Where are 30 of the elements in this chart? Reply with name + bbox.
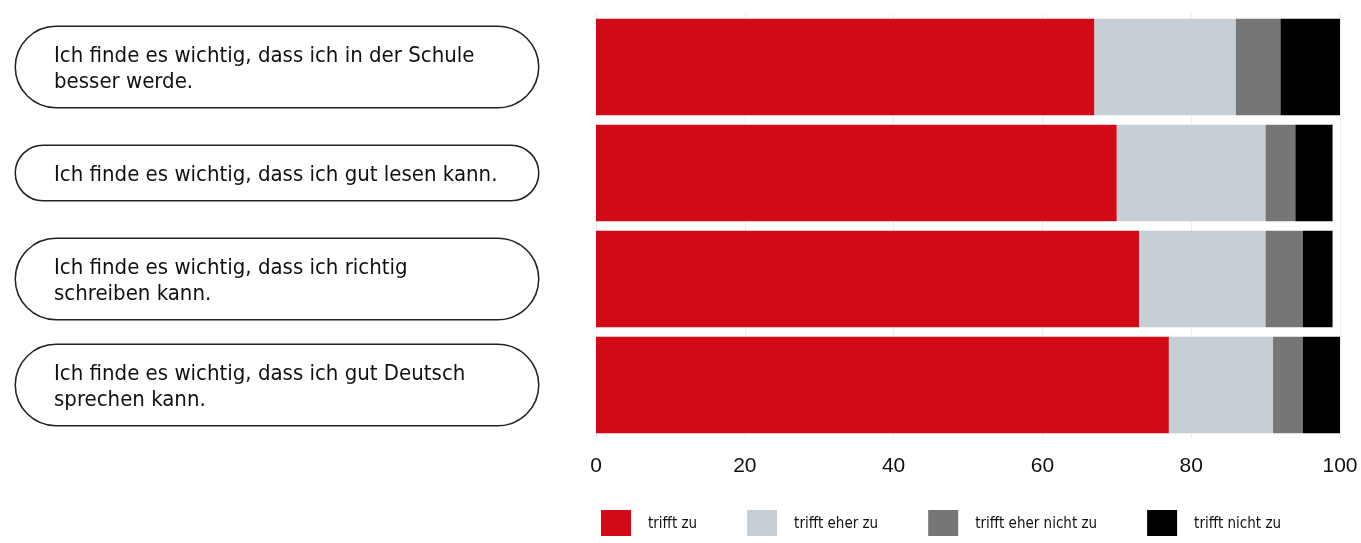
bar — [1094, 18, 1236, 116]
y-tick-label: Ich finde es wichtig, dass ich gut lesen kann. — [54, 160, 498, 186]
bar — [596, 18, 1095, 116]
x-tick-label: 60 — [1030, 453, 1055, 476]
bar — [1139, 230, 1266, 328]
bar — [1302, 230, 1333, 328]
bar — [596, 230, 1140, 328]
bar — [1273, 336, 1303, 434]
bar — [596, 336, 1169, 434]
bar — [1235, 18, 1281, 116]
x-tick-label: 40 — [881, 453, 906, 476]
bar — [1116, 124, 1266, 222]
bar — [1295, 124, 1333, 222]
x-tick-label: 20 — [733, 453, 757, 476]
bar — [1280, 18, 1340, 116]
legend-label: trifft eher zu — [794, 514, 879, 532]
x-tick-label: 0 — [590, 453, 602, 476]
bar — [1302, 336, 1340, 434]
x-tick-label: 80 — [1179, 453, 1203, 476]
legend-label: trifft eher nicht zu — [975, 514, 1098, 532]
x-tick-label: 100 — [1322, 453, 1358, 476]
y-tick-label: Ich finde es wichtig, dass ich richtig schreiben kann. — [54, 253, 414, 305]
bar — [1265, 230, 1303, 328]
legend-label: trifft zu — [648, 514, 698, 532]
bar — [596, 124, 1117, 222]
y-tick-label: Ich finde es wichtig, dass ich gut Deutsch sprechen kann. — [54, 359, 472, 411]
bar — [1265, 124, 1296, 222]
bar — [1168, 336, 1274, 434]
legend-label: trifft nicht zu — [1194, 514, 1282, 532]
y-tick-label: Ich finde es wichtig, dass ich in der Schule besser werde. — [54, 41, 481, 93]
